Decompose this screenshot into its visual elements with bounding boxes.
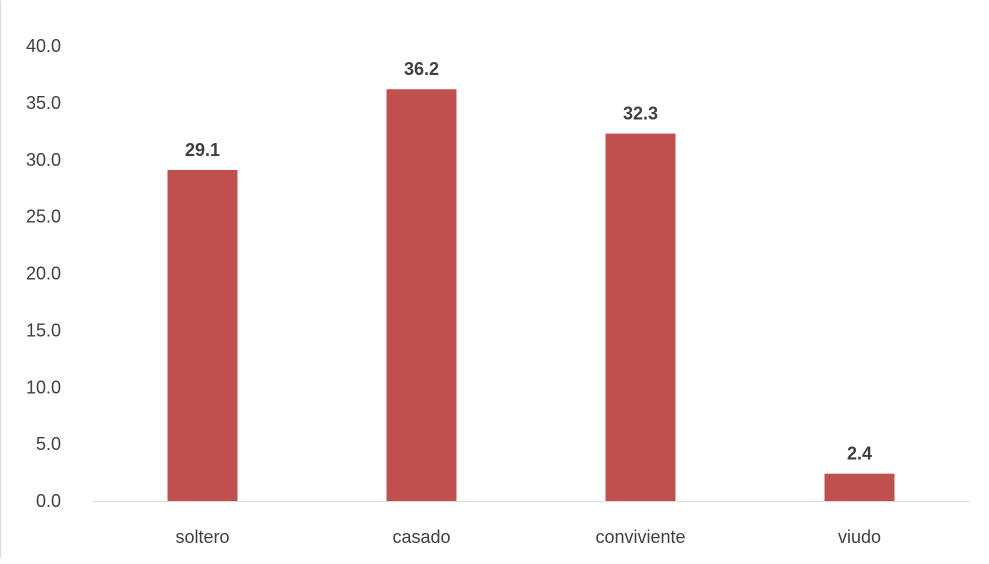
bar-soltero — [167, 169, 238, 502]
y-tick-label: 15.0 — [26, 320, 61, 340]
bar-casado — [386, 89, 457, 501]
data-labels: 29.1 36.2 32.3 2.4 — [185, 59, 872, 463]
y-tick-label: 35.0 — [26, 93, 61, 113]
y-tick-label: 5.0 — [36, 434, 61, 454]
category-label-conviviente: conviviente — [595, 527, 685, 547]
data-label-casado: 36.2 — [404, 59, 439, 79]
y-tick-label: 40.0 — [26, 36, 61, 56]
y-tick-label: 30.0 — [26, 150, 61, 170]
data-label-viudo: 2.4 — [847, 444, 872, 464]
bar-conviviente — [605, 133, 676, 501]
y-tick-label: 10.0 — [26, 377, 61, 397]
y-tick-label: 0.0 — [36, 491, 61, 511]
data-label-conviviente: 32.3 — [623, 104, 658, 124]
bar-viudo — [824, 473, 895, 501]
data-label-soltero: 29.1 — [185, 140, 220, 160]
y-axis-tick-labels: 0.0 5.0 10.0 15.0 20.0 25.0 30.0 35.0 40.0 — [26, 36, 61, 511]
y-tick-label: 25.0 — [26, 207, 61, 227]
x-axis-category-labels: soltero casado conviviente viudo — [175, 527, 881, 547]
category-label-soltero: soltero — [175, 527, 229, 547]
category-label-casado: casado — [392, 527, 450, 547]
y-tick-label: 20.0 — [26, 264, 61, 284]
bars — [167, 89, 895, 502]
category-label-viudo: viudo — [838, 527, 881, 547]
